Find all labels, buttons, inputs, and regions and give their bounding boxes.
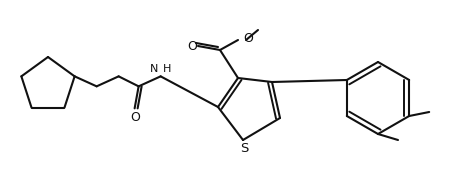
Text: O: O [243,31,253,44]
Text: S: S [240,141,248,155]
Text: N: N [150,64,158,74]
Text: O: O [131,111,140,124]
Text: O: O [187,40,197,52]
Text: H: H [163,64,171,74]
